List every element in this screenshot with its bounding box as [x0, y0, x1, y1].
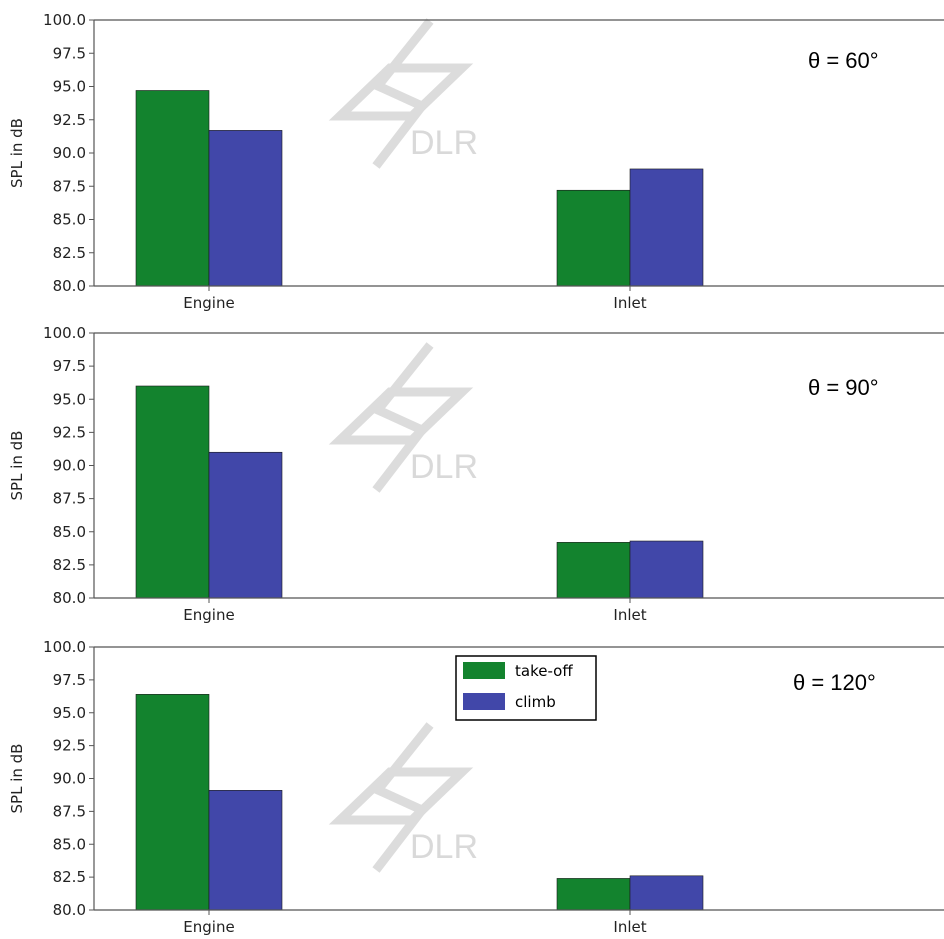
watermark-shape: [328, 767, 474, 825]
watermark-text: DLR: [410, 448, 478, 486]
bar-climb-engine: [208, 790, 283, 911]
bar-climb-inlet: [629, 168, 704, 287]
y-tick-label: 87.5: [53, 177, 86, 195]
y-tick-label: 87.5: [53, 802, 86, 820]
y-axis-label: SPL in dB: [8, 118, 26, 188]
y-tick-label: 100.0: [43, 324, 86, 342]
watermark-shape: [370, 722, 434, 873]
watermark-shape: [370, 18, 434, 169]
bar-take-off-engine: [135, 385, 210, 599]
y-tick-label: 90.0: [53, 770, 86, 788]
bar-take-off-inlet: [556, 189, 631, 287]
y-tick-label: 95.0: [53, 704, 86, 722]
y-tick-label: 95.0: [53, 78, 86, 96]
y-tick-label: 90.0: [53, 457, 86, 475]
y-tick-label: 100.0: [43, 11, 86, 29]
bar-climb-engine: [208, 130, 283, 287]
y-axis-label: SPL in dB: [8, 744, 26, 814]
legend-label-climb: climb: [515, 693, 556, 711]
y-tick-label: 82.5: [53, 244, 86, 262]
chart-panel-2: DLREngineInletNozzleJet80.082.585.087.59…: [8, 324, 944, 624]
y-tick-label: 92.5: [53, 423, 86, 441]
x-tick-label-inlet: Inlet: [613, 606, 646, 624]
chart-panel-1: DLREngineInletNozzleJet80.082.585.087.59…: [8, 11, 944, 312]
legend-swatch-take-off: [463, 662, 505, 679]
y-tick-label: 80.0: [53, 277, 86, 295]
theta-annotation: θ = 120°: [793, 670, 876, 695]
dlr-watermark-2: DLR: [328, 342, 478, 493]
legend-label-take-off: take-off: [515, 662, 573, 680]
y-tick-label: 87.5: [53, 490, 86, 508]
y-tick-label: 82.5: [53, 868, 86, 886]
y-tick-label: 95.0: [53, 390, 86, 408]
y-tick-label: 85.0: [53, 523, 86, 541]
y-tick-label: 80.0: [53, 901, 86, 919]
y-tick-label: 92.5: [53, 737, 86, 755]
y-tick-label: 85.0: [53, 835, 86, 853]
x-tick-label-inlet: Inlet: [613, 918, 646, 936]
bar-climb-engine: [208, 451, 283, 599]
y-tick-label: 92.5: [53, 111, 86, 129]
chart-panel-3: DLREngineInletNozzleJet80.082.585.087.59…: [8, 638, 944, 936]
y-tick-label: 97.5: [53, 671, 86, 689]
x-tick-label-engine: Engine: [183, 918, 234, 936]
bar-take-off-engine: [135, 90, 210, 287]
x-tick-label-engine: Engine: [183, 294, 234, 312]
y-tick-label: 97.5: [53, 44, 86, 62]
y-tick-label: 97.5: [53, 357, 86, 375]
legend: take-off climb: [455, 655, 597, 721]
y-axis-label: SPL in dB: [8, 431, 26, 501]
watermark-shape: [328, 387, 474, 445]
watermark-text: DLR: [410, 828, 478, 866]
x-tick-label-inlet: Inlet: [613, 294, 646, 312]
dlr-watermark-3: DLR: [328, 722, 478, 873]
y-tick-label: 85.0: [53, 211, 86, 229]
theta-annotation: θ = 90°: [808, 375, 879, 400]
bar-take-off-engine: [135, 694, 210, 911]
y-tick-label: 80.0: [53, 589, 86, 607]
legend-swatch-climb: [463, 693, 505, 710]
bar-climb-inlet: [629, 540, 704, 599]
y-tick-label: 100.0: [43, 638, 86, 656]
y-tick-label: 82.5: [53, 556, 86, 574]
watermark-shape: [328, 63, 474, 121]
watermark-shape: [370, 342, 434, 493]
y-tick-label: 90.0: [53, 144, 86, 162]
watermark-text: DLR: [410, 124, 478, 162]
bar-take-off-inlet: [556, 878, 631, 911]
bar-take-off-inlet: [556, 542, 631, 599]
x-tick-label-engine: Engine: [183, 606, 234, 624]
dlr-watermark-1: DLR: [328, 18, 478, 169]
bar-climb-inlet: [629, 875, 704, 911]
theta-annotation: θ = 60°: [808, 48, 879, 73]
